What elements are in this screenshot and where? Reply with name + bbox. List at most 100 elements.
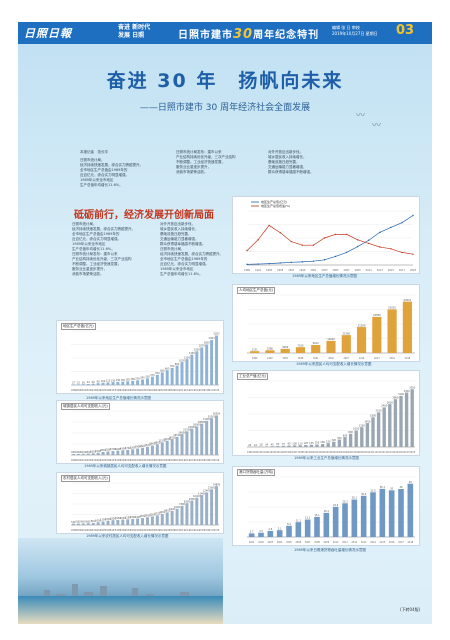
- tick-label: 2007: [343, 357, 349, 360]
- data-label: 3300: [105, 449, 112, 452]
- tick-label: 1995: [282, 357, 288, 360]
- bar: [126, 381, 130, 385]
- bar: [145, 378, 149, 385]
- tick-label: 1998: [115, 389, 121, 392]
- data-label: 9800: [154, 441, 161, 444]
- data-label: 80: [97, 380, 101, 383]
- data-point: [401, 251, 403, 254]
- chart-svg: 20 24 28 34 45 60 75 90 100 110 120 135 150 180 230 320…: [247, 380, 416, 454]
- data-point: [257, 263, 259, 265]
- tick-label: 2010: [174, 529, 180, 532]
- data-label: 860: [175, 363, 180, 366]
- tick-label: 2007: [348, 451, 354, 454]
- tick-label: 2012: [352, 541, 358, 544]
- data-label: 36: [399, 486, 403, 489]
- data-label: 30.9: [361, 493, 367, 496]
- tick-label: 2015: [199, 529, 205, 532]
- tick-label: 1995: [100, 529, 106, 532]
- tick-label: 2015: [199, 459, 205, 462]
- data-label: 10400: [193, 495, 201, 498]
- data-label: 1800: [204, 342, 211, 345]
- tick-label: 2004: [328, 357, 334, 360]
- text-line: 近百亿元，综合实力明显增强。: [160, 262, 209, 266]
- text-line: 基础设施日趋完善，: [160, 232, 192, 236]
- bar: [71, 454, 75, 455]
- data-label: 33.5: [370, 490, 376, 493]
- bar: [180, 434, 184, 455]
- chart-caption: 1989年以来地区生产总值增长情况示意图: [292, 274, 357, 278]
- bar: [387, 309, 397, 353]
- tick-label: 2008: [164, 459, 170, 462]
- tick-label: 2009: [355, 269, 362, 272]
- chart-title: 工业总产值(亿元): [237, 373, 269, 380]
- data-label: 2150: [125, 517, 132, 520]
- data-label: 5400: [169, 508, 176, 511]
- bar: [150, 445, 154, 455]
- body-column-2b: 对外开放迈出新步伐， 城乡居民收入持续增长， 基础设施日趋完善， 交通运输能力显著增强…: [160, 222, 236, 277]
- data-label: 35: [390, 488, 394, 491]
- data-label: 660: [165, 367, 170, 370]
- bar: [304, 519, 311, 537]
- section-title: 砥砺前行，经济发展开创新局面: [74, 210, 214, 221]
- data-label: 36: [82, 381, 86, 384]
- bar: [210, 418, 214, 455]
- data-label: 560: [160, 370, 165, 373]
- bar: [360, 495, 367, 537]
- bar: [145, 446, 149, 455]
- data-label: 1100: [80, 451, 87, 454]
- bar: [185, 431, 189, 455]
- data-label: 760: [170, 365, 175, 368]
- bar: [402, 301, 412, 353]
- data-label: 900: [71, 451, 76, 454]
- data-label: 8.4: [287, 523, 291, 526]
- data-label: 28.1: [352, 497, 358, 500]
- bar: [101, 521, 105, 525]
- bar: [326, 443, 330, 447]
- tick-label: 2013: [189, 389, 195, 392]
- text-line: 消费市场繁荣活跃。: [176, 170, 208, 174]
- bar: [180, 505, 184, 525]
- tick-label: 1992: [267, 357, 273, 360]
- bar: [131, 380, 135, 385]
- data-label: 4800: [164, 510, 171, 513]
- tick-label: 2017: [209, 459, 215, 462]
- bar: [106, 382, 110, 385]
- tick-label: 2011: [370, 451, 376, 454]
- tick-label: 2015: [380, 541, 386, 544]
- tick-label: 2006: [342, 451, 348, 454]
- tick-label: 2010: [333, 541, 339, 544]
- bar: [332, 441, 336, 447]
- tick-label: 2000: [125, 389, 131, 392]
- data-label: 31000: [203, 418, 211, 421]
- tick-label: 2013: [377, 269, 384, 272]
- data-label: 3500: [409, 386, 416, 389]
- tick-label: 2012: [376, 451, 382, 454]
- bar: [190, 354, 194, 385]
- bar: [351, 499, 358, 537]
- tick-label: 2009: [324, 541, 330, 544]
- data-label: 320: [332, 439, 337, 442]
- bar: [341, 335, 351, 353]
- bar: [76, 384, 80, 385]
- bar: [91, 522, 95, 525]
- tick-label: 1990: [76, 459, 82, 462]
- tick-label: 2013: [189, 529, 195, 532]
- tick-label: 2001: [130, 459, 136, 462]
- data-label: 1850: [110, 517, 117, 520]
- data-label: 26000: [193, 424, 201, 427]
- bar: [121, 381, 125, 385]
- text-line: 1989年以来全市地区: [80, 178, 114, 182]
- bar: [265, 350, 275, 353]
- bar: [315, 444, 319, 447]
- tick-label: 2003: [140, 529, 146, 532]
- data-label: 120: [304, 442, 309, 445]
- bar: [276, 530, 283, 537]
- bar: [314, 516, 320, 537]
- bar: [343, 437, 347, 447]
- data-label: 2600: [387, 401, 394, 404]
- text-line: 消费市场繁荣活跃。: [72, 272, 104, 276]
- bar: [258, 532, 264, 537]
- tick-label: 2008: [353, 451, 359, 454]
- tick-label: 2009: [169, 389, 175, 392]
- data-label: 28500: [198, 421, 206, 424]
